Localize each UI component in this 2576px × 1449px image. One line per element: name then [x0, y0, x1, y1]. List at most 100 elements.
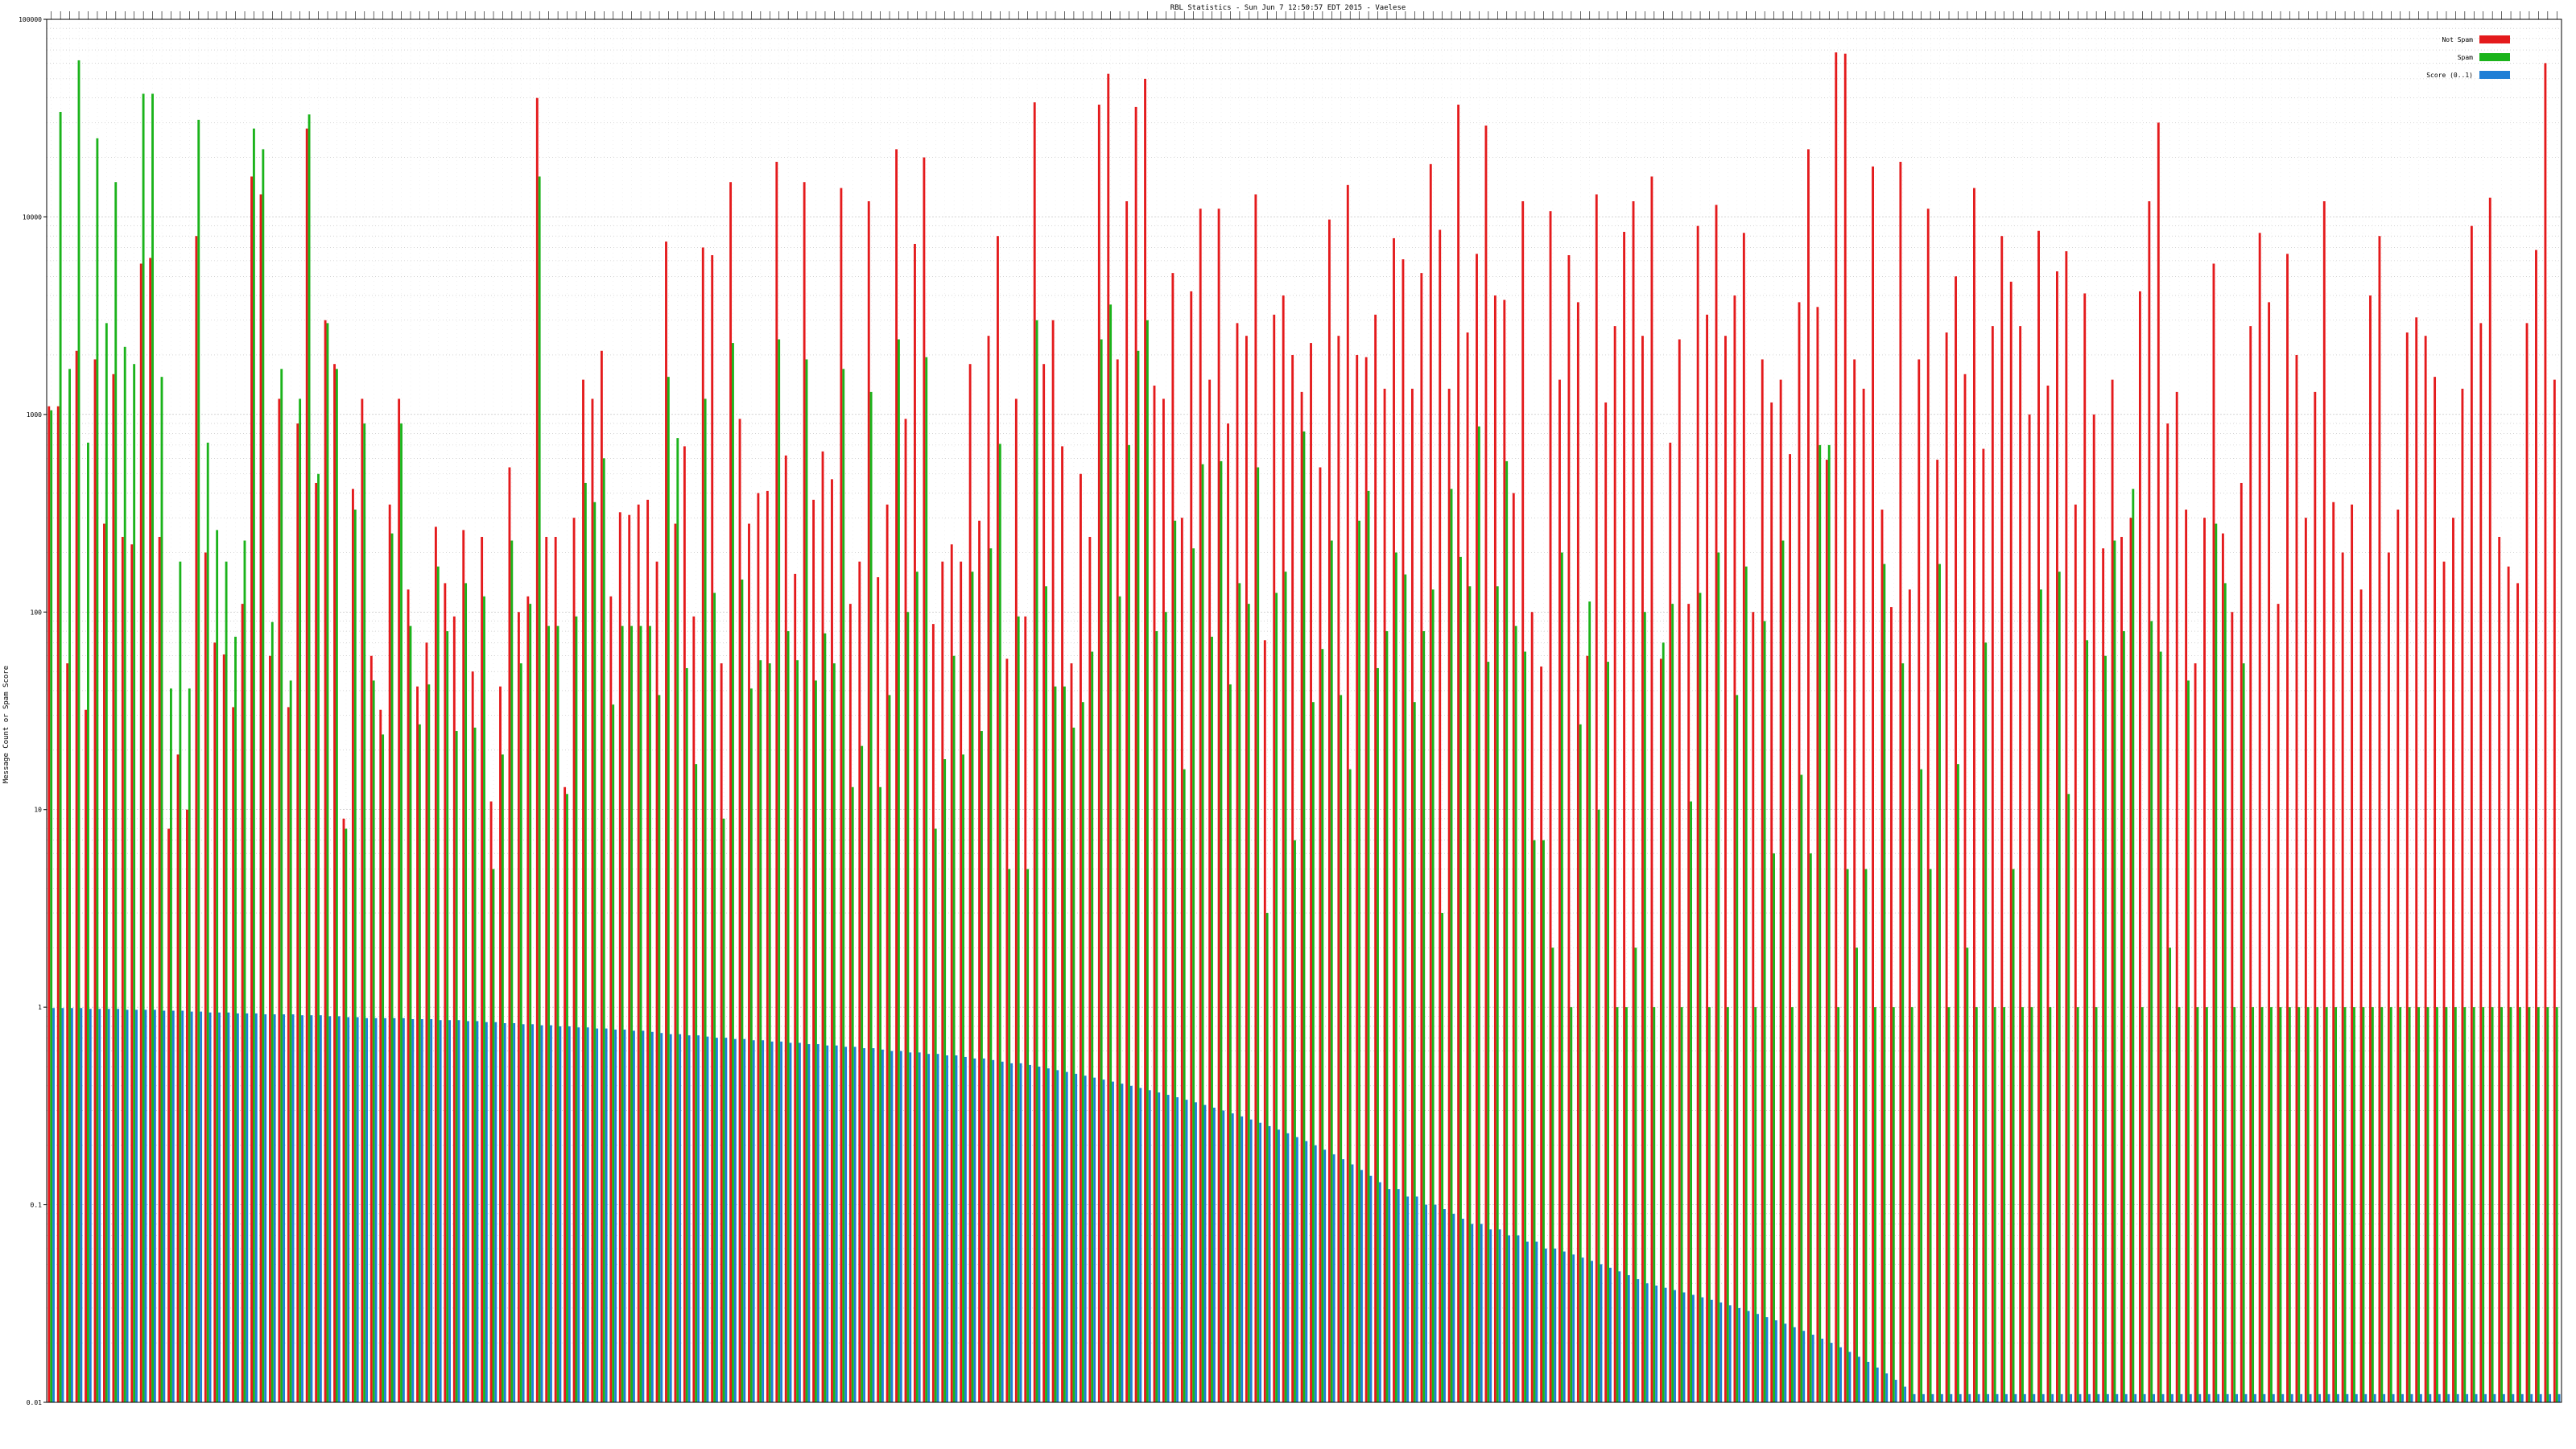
bar-not-spam [452, 616, 456, 1402]
bar-spam [1091, 651, 1094, 1402]
bar-score [1572, 1254, 1575, 1402]
bar-spam [1413, 702, 1416, 1402]
bar-spam [418, 724, 421, 1402]
bar-score [1415, 1196, 1418, 1402]
bar-not-spam [803, 182, 806, 1403]
bar-spam [2546, 1007, 2549, 1402]
bar-not-spam [1825, 460, 1828, 1402]
bar-not-spam [1310, 343, 1312, 1402]
bar-spam [1625, 1007, 1628, 1402]
bar-not-spam [1521, 200, 1525, 1402]
bar-not-spam [1659, 658, 1662, 1402]
bar-not-spam [1623, 232, 1626, 1403]
bar-score [522, 1024, 525, 1402]
bar-spam [1377, 667, 1379, 1402]
bar-spam [1864, 869, 1868, 1402]
bar-not-spam [1051, 320, 1055, 1403]
bar-not-spam [2434, 377, 2437, 1403]
bar-score [1001, 1061, 1004, 1402]
bar-not-spam [2424, 336, 2427, 1402]
bar-score [1286, 1133, 1290, 1402]
bar-score [2070, 1393, 2073, 1402]
bar-not-spam [1125, 200, 1129, 1402]
bar-spam [252, 128, 255, 1402]
bar-not-spam [738, 419, 741, 1402]
bar-spam [1680, 1007, 1683, 1402]
bar-score [1517, 1235, 1520, 1402]
bar-not-spam [2498, 536, 2501, 1403]
bar-score [559, 1026, 562, 1402]
bar-score [1295, 1137, 1298, 1402]
bar-spam [390, 533, 394, 1402]
bar-spam [1459, 556, 1462, 1403]
bar-spam [1607, 662, 1609, 1402]
bar-spam [1155, 631, 1158, 1402]
bar-not-spam [2258, 233, 2261, 1403]
bar-not-spam [342, 818, 345, 1402]
bar-score [89, 1009, 92, 1402]
bar-spam [1294, 840, 1296, 1402]
bar-spam [842, 369, 845, 1403]
bar-not-spam [1595, 194, 1598, 1402]
legend-label: Not Spam [2442, 36, 2473, 43]
bar-spam [888, 695, 891, 1402]
bar-score [982, 1058, 985, 1402]
bar-score [1434, 1204, 1437, 1402]
bar-spam [1754, 1007, 1757, 1402]
bar-not-spam [1567, 254, 1571, 1402]
bar-not-spam [1558, 379, 1561, 1403]
bar-score [1489, 1229, 1492, 1402]
bar-not-spam [1356, 354, 1359, 1402]
bar-not-spam [720, 663, 723, 1402]
bar-not-spam [1715, 204, 1718, 1402]
bar-score [1747, 1311, 1750, 1402]
bar-score [1627, 1275, 1630, 1402]
bar-score [457, 1020, 460, 1402]
bar-not-spam [2055, 271, 2058, 1403]
bar-not-spam [407, 589, 410, 1402]
bar-not-spam [1982, 448, 1985, 1402]
bar-not-spam [1963, 374, 1967, 1402]
bar-spam [2463, 1007, 2467, 1402]
bar-not-spam [1236, 323, 1239, 1402]
bar-not-spam [2166, 423, 2169, 1402]
bar-not-spam [2405, 332, 2409, 1402]
bar-score [1093, 1077, 1096, 1402]
bar-spam [2178, 1007, 2181, 1402]
bar-not-spam [987, 336, 990, 1402]
bar-not-spam [517, 612, 520, 1402]
bar-score [1931, 1393, 1934, 1402]
bar-spam [879, 786, 881, 1402]
bar-not-spam [1779, 379, 1782, 1403]
bar-spam [1072, 727, 1075, 1402]
bar-not-spam [1300, 391, 1303, 1402]
bar-score [1010, 1063, 1013, 1402]
bar-score [1231, 1113, 1234, 1402]
bar-spam [2279, 1007, 2282, 1402]
bar-not-spam [1798, 302, 1801, 1403]
bar-not-spam [388, 504, 391, 1402]
bar-spam [1330, 540, 1333, 1403]
bar-not-spam [618, 512, 621, 1402]
bar-score [1471, 1224, 1474, 1402]
bar-not-spam [2000, 236, 2004, 1403]
bar-not-spam [2341, 552, 2344, 1403]
bar-not-spam [1706, 314, 1709, 1402]
bar-score [679, 1034, 682, 1402]
bar-score [2263, 1393, 2266, 1402]
bar-not-spam [564, 786, 567, 1402]
bar-score [2337, 1393, 2339, 1402]
bar-spam [1975, 1007, 1978, 1402]
bar-spam [1367, 490, 1370, 1402]
bar-not-spam [1669, 442, 1672, 1402]
bar-not-spam [1816, 307, 1819, 1403]
bar-score [337, 1016, 341, 1402]
bar-score [605, 1028, 608, 1402]
bar-spam [1468, 586, 1472, 1402]
bar-not-spam [47, 406, 51, 1402]
bar-spam [1321, 649, 1324, 1402]
bar-not-spam [1273, 314, 1276, 1402]
bar-spam [464, 583, 468, 1402]
bar-not-spam [1936, 460, 1939, 1402]
